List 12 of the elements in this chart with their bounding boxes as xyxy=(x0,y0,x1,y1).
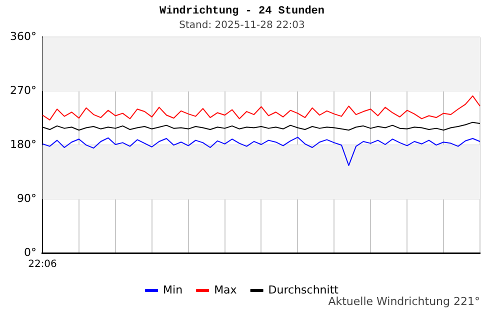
text: 22:06 xyxy=(28,259,57,270)
y-tick-label: 90° xyxy=(16,192,36,205)
legend-label: Min xyxy=(163,283,183,296)
y-tick-label: 180° xyxy=(10,138,36,151)
legend-label: Max xyxy=(214,283,238,296)
y-tick-label: 0° xyxy=(24,246,36,259)
chart-title: Windrichtung - 24 Stunden xyxy=(159,5,325,18)
legend-label: Durchschnitt xyxy=(268,283,340,296)
chart-subtitle: Stand: 2025-11-28 22:03 xyxy=(179,20,305,31)
y-tick-label: 360° xyxy=(10,30,36,44)
text: Aktuelle Windrichtung 221° xyxy=(328,295,480,308)
y-tick-label: 270° xyxy=(10,84,36,98)
